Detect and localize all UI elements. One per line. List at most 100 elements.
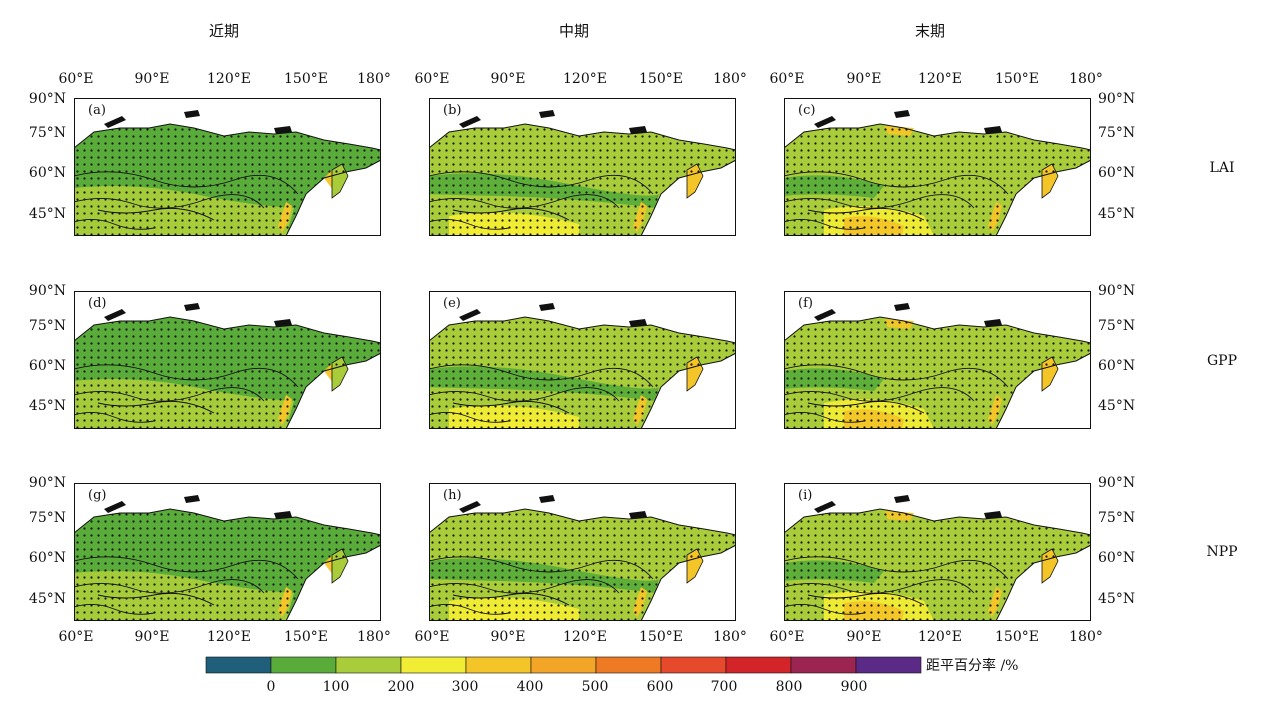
left-tick-r1-45: 45°N — [29, 206, 66, 222]
boundary-line-4 — [784, 219, 865, 230]
arctic-island-novaya-zemlya — [459, 501, 481, 513]
colorbar-swatch-5 — [465, 656, 532, 674]
boundary-line-4 — [429, 604, 510, 615]
kamchatka-coastline — [686, 163, 704, 199]
arctic-island-nsi — [274, 126, 292, 134]
bottom-tick-c2-90: 90°E — [490, 629, 525, 645]
right-tick-r2-45: 45°N — [1098, 398, 1135, 414]
colorbar-swatch-6 — [530, 656, 597, 674]
top-tick-c2-60: 60°E — [414, 71, 449, 87]
arctic-island-novaya-zemlya — [459, 116, 481, 128]
arctic-island-nsi — [629, 511, 647, 519]
colorbar-swatches — [205, 656, 922, 674]
bottom-tick-c2-150: 150°E — [639, 629, 683, 645]
right-tick-r2-75: 75°N — [1098, 318, 1135, 334]
top-tick-c1-180: 180° — [357, 71, 391, 87]
kamchatka-coastline — [331, 356, 349, 392]
panel-label-e: (e) — [443, 296, 461, 311]
arctic-island-nsi — [274, 319, 292, 327]
right-tick-r1-60: 60°N — [1098, 165, 1135, 181]
panel-frame — [429, 98, 736, 236]
boundary-line-2 — [429, 387, 620, 402]
panel-frame — [74, 98, 381, 236]
colorbar-swatch-4 — [400, 656, 467, 674]
boundary-line-3 — [452, 207, 570, 221]
panel-label-d: (d) — [88, 296, 106, 311]
bottom-tick-c2-180: 180° — [713, 629, 747, 645]
colorbar-tick-200: 200 — [388, 679, 415, 695]
arctic-island-nsi — [984, 319, 1002, 327]
row-label-npp: NPP — [1206, 544, 1237, 560]
boundary-line-4 — [784, 604, 865, 615]
arctic-island-severnaya — [894, 303, 910, 311]
arctic-island-severnaya — [894, 495, 910, 503]
arctic-island-severnaya — [894, 110, 910, 118]
map-panel-lai-near: (a) — [74, 98, 381, 236]
panel-label-i: (i) — [798, 488, 812, 503]
coastline — [429, 508, 736, 621]
colorbar-swatch-8 — [660, 656, 727, 674]
bottom-tick-c3-60: 60°E — [769, 629, 804, 645]
top-tick-c3-120: 120°E — [918, 71, 962, 87]
top-tick-c1-150: 150°E — [284, 71, 328, 87]
arctic-island-nsi — [629, 126, 647, 134]
boundary-line-2 — [74, 194, 265, 209]
map-panel-gpp-end: (f) — [784, 291, 1091, 429]
colorbar-tick-800: 800 — [776, 679, 803, 695]
panel-frame — [429, 291, 736, 429]
arctic-island-severnaya — [184, 110, 200, 118]
boundary-line-3 — [97, 400, 215, 414]
panel-frame — [784, 98, 1091, 236]
panel-label-a: (a) — [88, 103, 106, 118]
kamchatka-coastline — [1041, 163, 1059, 199]
bottom-tick-c2-120: 120°E — [563, 629, 607, 645]
arctic-island-novaya-zemlya — [104, 116, 126, 128]
left-tick-r3-75: 75°N — [29, 510, 66, 526]
boundary-line-3 — [452, 400, 570, 414]
arctic-island-nsi — [629, 319, 647, 327]
arctic-island-novaya-zemlya — [814, 309, 836, 321]
boundary-line-2 — [74, 579, 265, 594]
colorbar-swatch-10 — [790, 656, 857, 674]
colorbar: 距平百分率 /% 0 100 200 300 400 500 600 700 8… — [205, 656, 1018, 695]
boundary-line-4 — [74, 219, 155, 230]
left-tick-r3-90: 90°N — [29, 475, 66, 491]
arctic-island-severnaya — [184, 495, 200, 503]
colorbar-tick-300: 300 — [452, 679, 479, 695]
boundary-line-1 — [784, 556, 1009, 580]
arctic-island-severnaya — [539, 495, 555, 503]
coastline — [74, 123, 381, 236]
bottom-tick-c1-180: 180° — [357, 629, 391, 645]
map-panel-lai-end: (c) — [784, 98, 1091, 236]
map-panel-npp-end: (i) — [784, 483, 1091, 621]
row-label-lai: LAI — [1210, 160, 1235, 176]
colorbar-tick-900: 900 — [841, 679, 868, 695]
top-tick-c1-90: 90°E — [134, 71, 169, 87]
kamchatka-coastline — [1041, 356, 1059, 392]
top-tick-c3-180: 180° — [1069, 71, 1103, 87]
colorbar-tick-400: 400 — [517, 679, 544, 695]
arctic-island-severnaya — [184, 303, 200, 311]
arctic-island-nsi — [984, 511, 1002, 519]
left-tick-r3-45: 45°N — [29, 591, 66, 607]
map-panels: (a) (b) (c) (d) (e) (f) (g) (h) (i) — [74, 98, 1091, 621]
arctic-island-novaya-zemlya — [104, 309, 126, 321]
arctic-island-severnaya — [539, 110, 555, 118]
kamchatka-coastline — [331, 548, 349, 584]
right-tick-r2-90: 90°N — [1098, 283, 1135, 299]
boundary-line-3 — [97, 592, 215, 606]
right-tick-r1-45: 45°N — [1098, 206, 1135, 222]
left-tick-r2-75: 75°N — [29, 318, 66, 334]
boundary-line-2 — [429, 579, 620, 594]
colorbar-tick-600: 600 — [647, 679, 674, 695]
top-tick-c2-120: 120°E — [563, 71, 607, 87]
bottom-tick-c3-90: 90°E — [846, 629, 881, 645]
colorbar-tick-700: 700 — [711, 679, 738, 695]
boundary-line-3 — [97, 207, 215, 221]
boundary-line-3 — [807, 400, 925, 414]
panel-label-c: (c) — [798, 103, 815, 118]
column-title-mid: 中期 — [559, 22, 589, 40]
boundary-line-2 — [74, 387, 265, 402]
map-panel-lai-mid: (b) — [429, 98, 736, 236]
boundary-line-1 — [784, 171, 1009, 195]
